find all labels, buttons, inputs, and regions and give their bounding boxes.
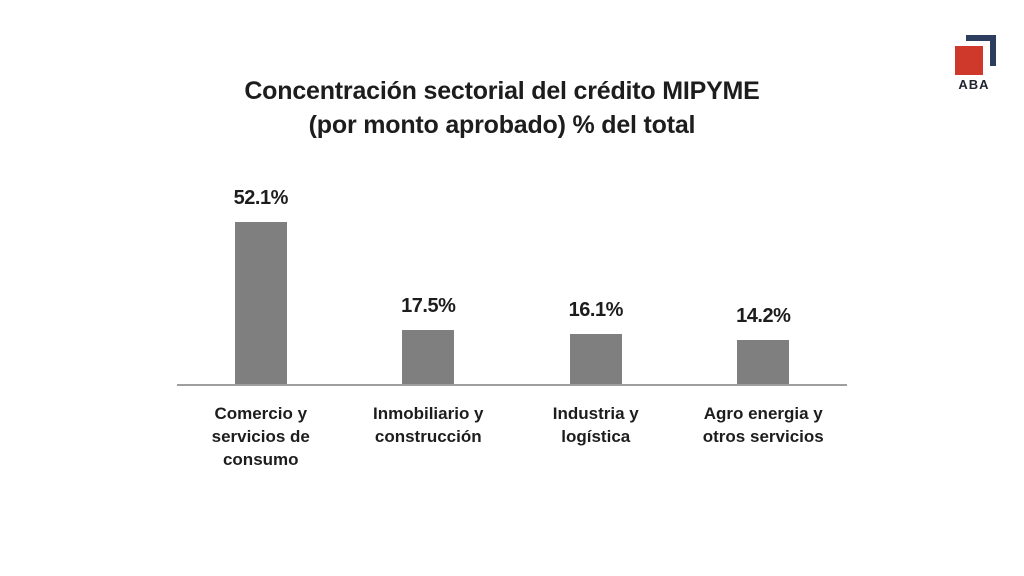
aba-logo-icon (955, 35, 996, 75)
bar-column: 17.5% (345, 295, 513, 384)
category-label-line: construcción (374, 427, 482, 446)
bar-value-label: 14.2% (736, 305, 791, 327)
category-label: Agro energia y otros servicios (680, 402, 848, 471)
category-label-line: Inmobiliario y (372, 404, 484, 423)
bar (234, 222, 287, 384)
chart-title: Concentración sectorial del crédito MIPY… (0, 74, 1004, 142)
category-label-line: servicios de (211, 427, 310, 446)
category-label-line: Agro energia y (703, 404, 823, 423)
bar (569, 334, 622, 384)
bar-value-label: 16.1% (568, 299, 624, 321)
aba-logo: ABA (948, 30, 1000, 92)
bar (402, 330, 455, 384)
bar-chart: 52.1% 17.5% 16.1% 14.2% Comercio y servicios… (177, 0, 847, 576)
category-label: Inmobiliario y construcción (345, 402, 513, 471)
category-label-line: otros servicios (702, 427, 824, 446)
bar-value-label: 52.1% (233, 187, 289, 209)
category-labels-row: Comercio y servicios de consumo Inmobiliari… (177, 402, 847, 471)
bar-column: 14.2% (680, 305, 848, 384)
bars-row: 52.1% 17.5% 16.1% 14.2% (177, 0, 847, 384)
aba-logo-text: ABA (958, 77, 990, 92)
x-axis-line (177, 384, 847, 386)
category-label-line: Comercio y (214, 404, 308, 423)
chart-title-line2: (por monto aprobado) % del total (308, 111, 696, 139)
chart-title-line1: Concentración sectorial del crédito MIPY… (244, 77, 760, 105)
category-label-line: logística (561, 427, 631, 446)
bar-column: 16.1% (512, 299, 680, 384)
bar-column: 52.1% (177, 187, 345, 384)
category-label: Industria y logística (512, 402, 680, 471)
category-label: Comercio y servicios de consumo (177, 402, 345, 471)
category-label-line: consumo (222, 450, 299, 469)
category-label-line: Industria y (552, 404, 639, 423)
bar-value-label: 17.5% (401, 295, 456, 317)
bar (737, 340, 790, 384)
